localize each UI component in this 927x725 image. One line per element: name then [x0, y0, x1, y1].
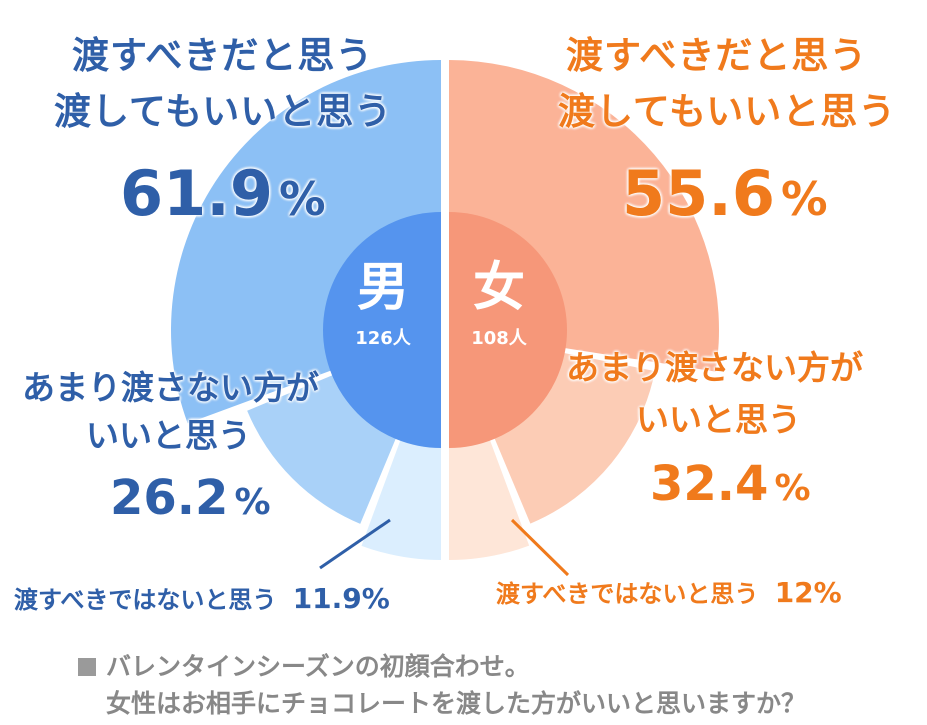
female-slice-3-label: 渡すべきではないと思う 12% [496, 576, 842, 609]
male-slice-1-label-line-1: 渡すべきだと思う [72, 34, 374, 77]
female-respondent-count: 108人 [471, 328, 527, 349]
male-center-label: 男 [356, 258, 409, 318]
female-slice-3-value-unit: % [813, 576, 842, 609]
female-slice-2-value-number: 32.4 [650, 456, 769, 512]
female-slice-2-value: 32.4% [650, 458, 811, 511]
male-slice-3-leader-line [319, 518, 391, 570]
female-slice-1-label-line-1: 渡すべきだと思う [566, 34, 868, 77]
female-center-hub [449, 212, 567, 448]
female-slice-3 [449, 438, 530, 560]
female-center-label: 女 [472, 258, 525, 318]
female-slice-1-value: 55.6% [622, 157, 828, 230]
male-slice-2 [247, 374, 397, 524]
caption-line-1: バレンタインシーズンの初顔合わせ。 [78, 648, 806, 685]
caption-square-icon [78, 658, 96, 676]
female-slice-3-label-text: 渡すべきではないと思う [496, 580, 759, 608]
male-slice-3-label: 渡すべきではないと思う 11.9% [14, 582, 390, 615]
female-slice-1-label-line-2: 渡してもいいと思う [558, 90, 897, 133]
chart-caption: バレンタインシーズンの初顔合わせ。 女性はお相手にチョコレートを渡した方がいいと… [78, 648, 806, 722]
female-slice-2 [493, 352, 655, 524]
caption-line-2: 女性はお相手にチョコレートを渡した方がいいと思いますか？ [106, 689, 807, 718]
male-slice-2-value-unit: % [234, 482, 271, 523]
female-slice-1-value-number: 55.6 [622, 157, 775, 230]
male-slices [171, 60, 441, 560]
male-slice-3-value-number: 11.9 [292, 582, 362, 615]
female-slice-3-leader-line [510, 518, 570, 577]
female-slices [449, 60, 720, 560]
male-slice-3 [361, 438, 441, 560]
male-slice-2-value-number: 26.2 [110, 470, 229, 526]
male-slice-1-value: 61.9% [120, 157, 326, 230]
male-center-hub [323, 212, 441, 448]
half-pie-chart [171, 60, 720, 577]
male-slice-2-label-line-1: あまり渡さない方が [22, 368, 319, 407]
female-slice-3-value-number: 12 [774, 576, 814, 609]
leader-lines [319, 518, 570, 577]
male-slice-3-value-unit: % [361, 582, 390, 615]
male-respondent-count: 126人 [355, 328, 411, 349]
caption-line-1-text: バレンタインシーズンの初顔合わせ。 [106, 652, 530, 681]
male-slice-2-label-line-2: いいと思う [86, 416, 251, 455]
male-slice-1-label-line-2: 渡してもいいと思う [54, 90, 393, 133]
female-slice-2-label-line-1: あまり渡さない方が [566, 348, 863, 387]
male-slice-1-value-unit: % [278, 172, 326, 226]
female-slice-2-value-unit: % [774, 468, 811, 509]
female-slice-1-value-unit: % [780, 172, 828, 226]
female-slice-1 [449, 60, 720, 372]
male-slice-1-value-number: 61.9 [120, 157, 273, 230]
male-slice-3-label-text: 渡すべきではないと思う [14, 586, 277, 614]
male-slice-2-value: 26.2% [110, 472, 271, 525]
male-slice-1 [171, 60, 441, 424]
female-slice-2-label-line-2: いいと思う [636, 400, 801, 439]
